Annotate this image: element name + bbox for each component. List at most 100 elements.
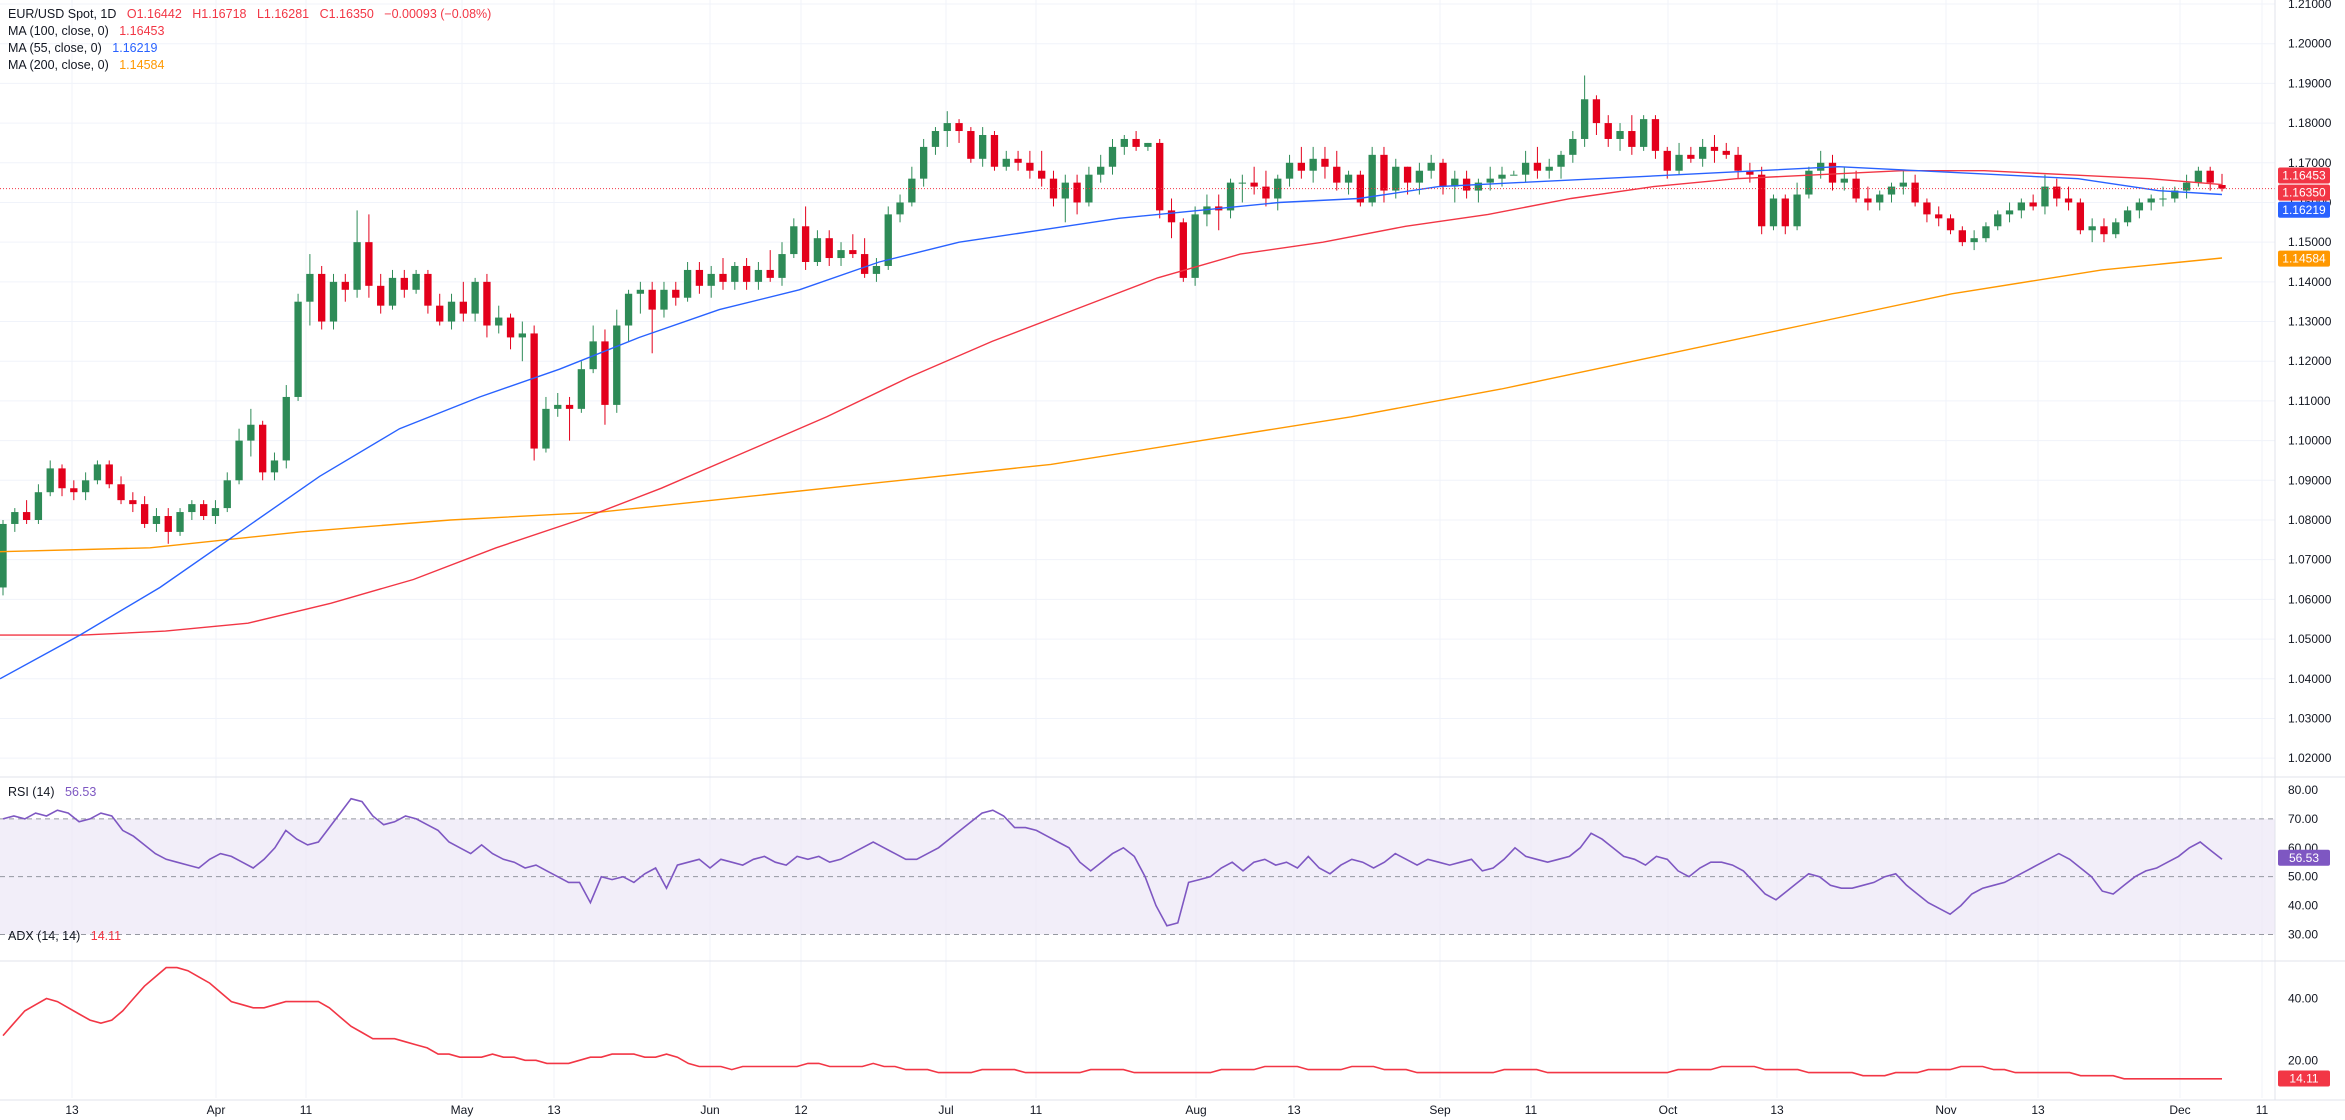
candle-body	[306, 273, 314, 302]
candle-body	[1203, 206, 1211, 215]
candle-body	[860, 254, 869, 274]
price-tick-label: 1.05000	[2288, 632, 2332, 646]
candle-body	[1734, 154, 1742, 171]
candle-body	[447, 301, 456, 322]
price-labels: 1.16453 1.16350 1.16219 1.14584	[2278, 167, 2330, 267]
candle-body	[176, 512, 184, 532]
time-tick-label: 11	[1525, 1103, 1538, 1117]
candle-body	[1521, 162, 1530, 175]
candle-body	[365, 242, 373, 286]
price-tick-label: 1.11000	[2288, 394, 2331, 408]
candle-body	[2064, 198, 2073, 203]
time-tick-label: Oct	[1659, 1103, 1678, 1117]
candle-body	[1250, 182, 1258, 187]
candle-body	[919, 146, 928, 179]
time-tick-label: 13	[1287, 1103, 1301, 1117]
candle-body	[1781, 198, 1789, 227]
price-tick-label: 1.12000	[2288, 354, 2332, 368]
candle-body	[1769, 198, 1778, 227]
adx-tick-label: 40.00	[2288, 992, 2318, 1006]
price-tick-label: 1.17000	[2288, 156, 2332, 170]
price-tick-label: 1.14000	[2288, 275, 2332, 289]
candle-body	[1687, 154, 1695, 159]
close-value: C1.16350	[319, 7, 374, 21]
candle-body	[1545, 166, 1553, 171]
candle-body	[1970, 238, 1978, 243]
price-tick-label: 1.19000	[2288, 76, 2332, 90]
candle-body	[1403, 166, 1412, 183]
price-tick-label: 1.15000	[2288, 235, 2332, 249]
candle-body	[1722, 150, 1730, 155]
adx-axis[interactable]: 40.00 20.00 14.11	[2278, 992, 2330, 1087]
candle-body	[2076, 202, 2085, 231]
candle-body	[2218, 185, 2226, 189]
ma200-legend[interactable]: MA (200, close, 0) 1.14584	[8, 57, 171, 74]
candle-body	[2182, 182, 2191, 191]
candle-body	[1923, 202, 1931, 215]
candle-body	[1580, 99, 1589, 139]
candle-body	[270, 460, 279, 473]
candle-body	[813, 238, 822, 263]
candle-body	[1451, 178, 1459, 187]
candle-body	[105, 464, 113, 485]
candle-body	[1309, 158, 1317, 171]
candle-body	[70, 488, 78, 493]
candle-body	[1899, 182, 1907, 187]
rsi-value-tag: 56.53	[2289, 851, 2319, 865]
candle-body	[34, 492, 43, 520]
ma100-price-tag: 1.16453	[2282, 168, 2326, 182]
rsi-tick-label: 40.00	[2288, 899, 2318, 913]
symbol-title[interactable]: EUR/USD Spot, 1D	[8, 7, 117, 21]
price-tick-label: 1.09000	[2288, 473, 2332, 487]
candle-body	[1179, 222, 1187, 278]
time-tick-label: 12	[794, 1103, 808, 1117]
adx-legend[interactable]: ADX (14, 14) 14.11	[8, 928, 128, 945]
time-tick-label: Sep	[1429, 1103, 1451, 1117]
candle-body	[1415, 170, 1424, 183]
ma100-price-tag-bg	[2278, 167, 2330, 184]
price-tick-label: 1.13000	[2288, 315, 2332, 329]
time-tick-label: Nov	[1935, 1103, 1956, 1117]
candle-body	[1167, 210, 1176, 223]
rsi-value-tag-bg	[2278, 849, 2330, 866]
candle-body	[1864, 198, 1872, 203]
adx-value-tag: 14.11	[2289, 1071, 2318, 1085]
candle-body	[1710, 146, 1719, 151]
candle-body	[872, 265, 881, 274]
candle-body	[1510, 174, 1518, 176]
candle-body	[1191, 214, 1199, 278]
ma200-price-tag: 1.14584	[2282, 252, 2326, 266]
candle-body	[1828, 162, 1837, 183]
candle-body	[483, 281, 491, 326]
open-value: O1.16442	[126, 7, 182, 21]
time-tick-label: Dec	[2169, 1103, 2190, 1117]
candle-body	[1876, 194, 1884, 203]
candle-body	[1274, 178, 1282, 199]
candle-body	[1946, 218, 1955, 231]
ma55-legend[interactable]: MA (55, close, 0) 1.16219	[8, 40, 164, 57]
candle-body	[1852, 178, 1860, 199]
candle-body	[341, 281, 349, 290]
candle-body	[908, 178, 916, 203]
candle-body	[2088, 226, 2096, 231]
candle-body	[1226, 182, 1235, 211]
candle-body	[2194, 170, 2203, 183]
candle-body	[424, 273, 432, 306]
candle-body	[731, 265, 739, 282]
rsi-legend[interactable]: RSI (14) 56.53	[8, 784, 103, 801]
time-tick-label: 13	[547, 1103, 561, 1117]
ma100-legend[interactable]: MA (100, close, 0) 1.16453	[8, 23, 171, 40]
candle-body	[719, 273, 727, 282]
candle-body	[896, 202, 904, 215]
candle-body	[199, 504, 208, 517]
ma100-value: 1.16453	[119, 24, 165, 38]
ma55-price-tag: 1.16219	[2282, 203, 2326, 217]
candle-body	[1073, 182, 1081, 203]
candle-body	[140, 504, 149, 524]
candle-body	[766, 269, 774, 278]
time-axis[interactable]: 13 Apr 11 May 13 Jun 12 Jul 11 Aug 13 Sep 11 Oct 13 Nov…	[65, 1103, 2268, 1117]
price-axis[interactable]: 1.210001.200001.190001.180001.170001.160…	[2288, 0, 2332, 765]
